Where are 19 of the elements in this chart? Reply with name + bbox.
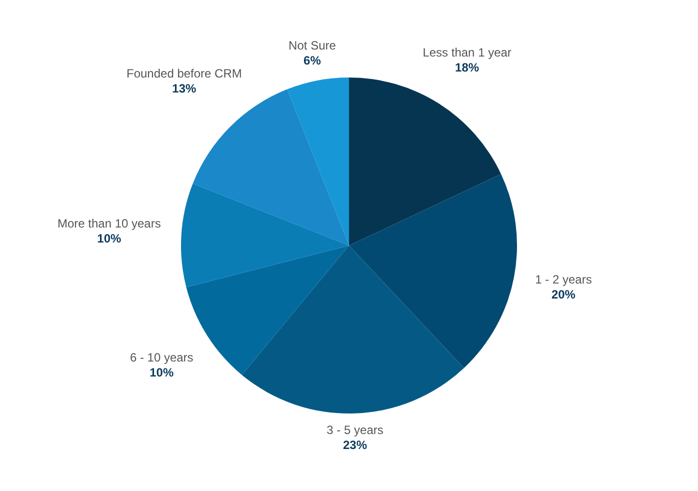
slice-label: Less than 1 year — [422, 45, 512, 60]
slice-label: 3 - 5 years — [326, 422, 384, 437]
pie-slice — [287, 78, 349, 246]
data-label: 13% — [172, 82, 197, 96]
pie-slice — [349, 174, 517, 368]
data-label: 10% — [97, 231, 122, 246]
data-label: 10% — [150, 365, 174, 380]
slice-label: Not Sure — [288, 38, 336, 53]
data-label: 18% — [455, 60, 480, 74]
pie-slice — [181, 184, 349, 288]
slice-label: Founded before CRM — [126, 66, 242, 81]
data-label: 6% — [304, 54, 322, 68]
pie-slice — [349, 78, 502, 246]
slice-label: 1 - 2 years — [535, 272, 592, 286]
slice-label: More than 10 years — [57, 216, 161, 230]
data-label: 23% — [342, 438, 368, 452]
pie-slice — [242, 246, 464, 414]
slice-label: 6 - 10 years — [130, 350, 194, 364]
data-label: 20% — [551, 287, 576, 302]
